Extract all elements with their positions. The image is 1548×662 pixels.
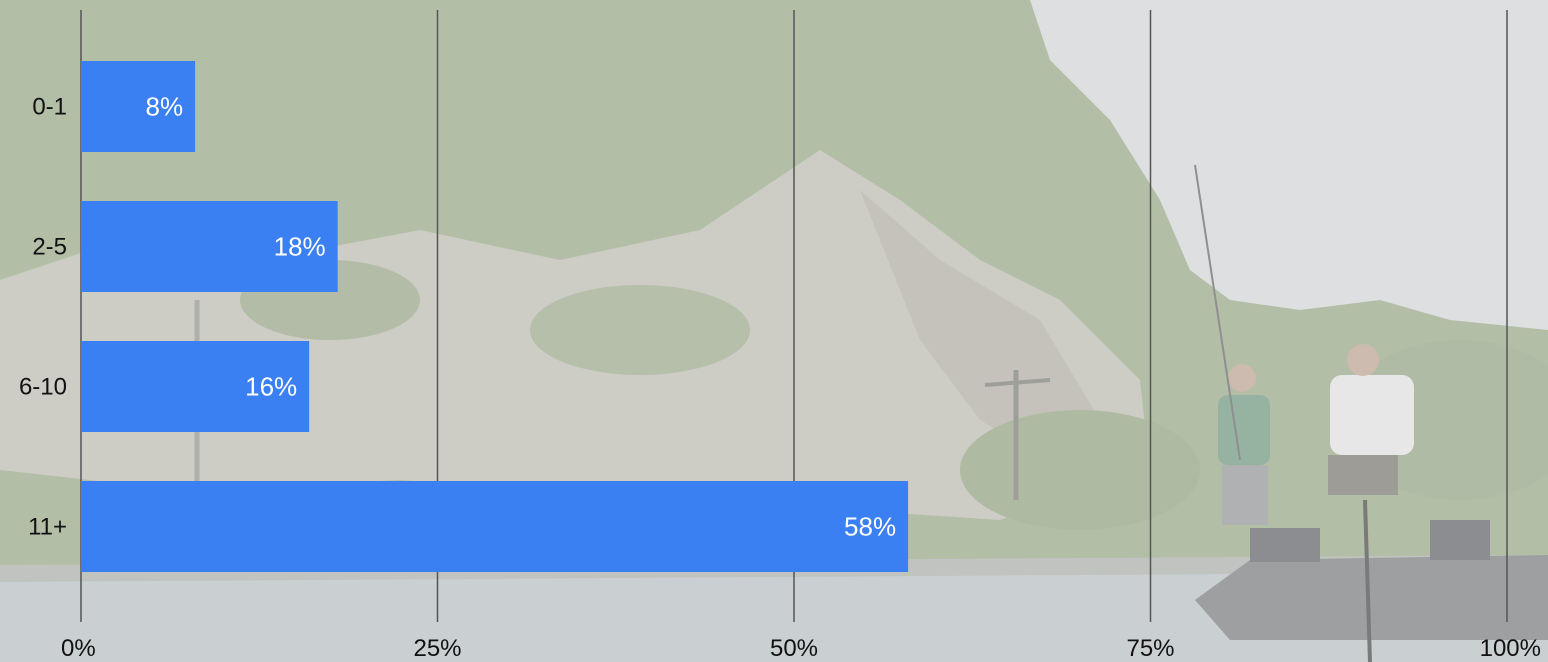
bar-11+ <box>81 481 909 572</box>
rock-shadow <box>860 190 1100 470</box>
x-tick-label: 100% <box>1480 635 1541 662</box>
category-label: 6-10 <box>19 374 67 401</box>
bar-6-10 <box>81 341 310 432</box>
category-label: 11+ <box>28 514 67 541</box>
data-label: 16% <box>245 372 297 402</box>
x-tick-label: 0% <box>61 635 96 662</box>
category-label: 0-1 <box>32 94 67 121</box>
category-label: 2-5 <box>32 234 67 261</box>
fisherman-head <box>1228 364 1256 392</box>
fisherman-body <box>1330 375 1414 455</box>
fisherman-head <box>1347 344 1379 376</box>
data-labels: 8% 18% 16% 58% <box>146 92 897 542</box>
x-axis-tick-labels: 0% 25% 50% 75% 100% <box>61 635 1541 662</box>
fisherman-body <box>1218 395 1270 465</box>
boat-console <box>1430 520 1490 560</box>
shrub <box>960 410 1200 530</box>
boat-console <box>1250 528 1320 562</box>
x-tick-label: 25% <box>413 635 461 662</box>
data-label: 8% <box>146 92 184 122</box>
fisherman-legs <box>1222 465 1268 525</box>
shrub <box>530 285 750 375</box>
x-tick-label: 75% <box>1126 635 1174 662</box>
data-label: 18% <box>274 232 326 262</box>
utility-pole-crossarm <box>984 378 1051 387</box>
bar-0-1 <box>81 61 196 152</box>
category-labels: 0-1 2-5 6-10 11+ <box>19 94 67 541</box>
fisherman-legs <box>1328 455 1398 495</box>
data-label: 58% <box>844 512 896 542</box>
fishing-rod <box>1194 164 1241 461</box>
trolling-motor-shaft <box>1363 499 1372 662</box>
bar-2-5 <box>81 201 338 292</box>
x-tick-label: 50% <box>770 635 818 662</box>
bars <box>81 61 909 572</box>
boat-hull <box>1195 555 1548 640</box>
